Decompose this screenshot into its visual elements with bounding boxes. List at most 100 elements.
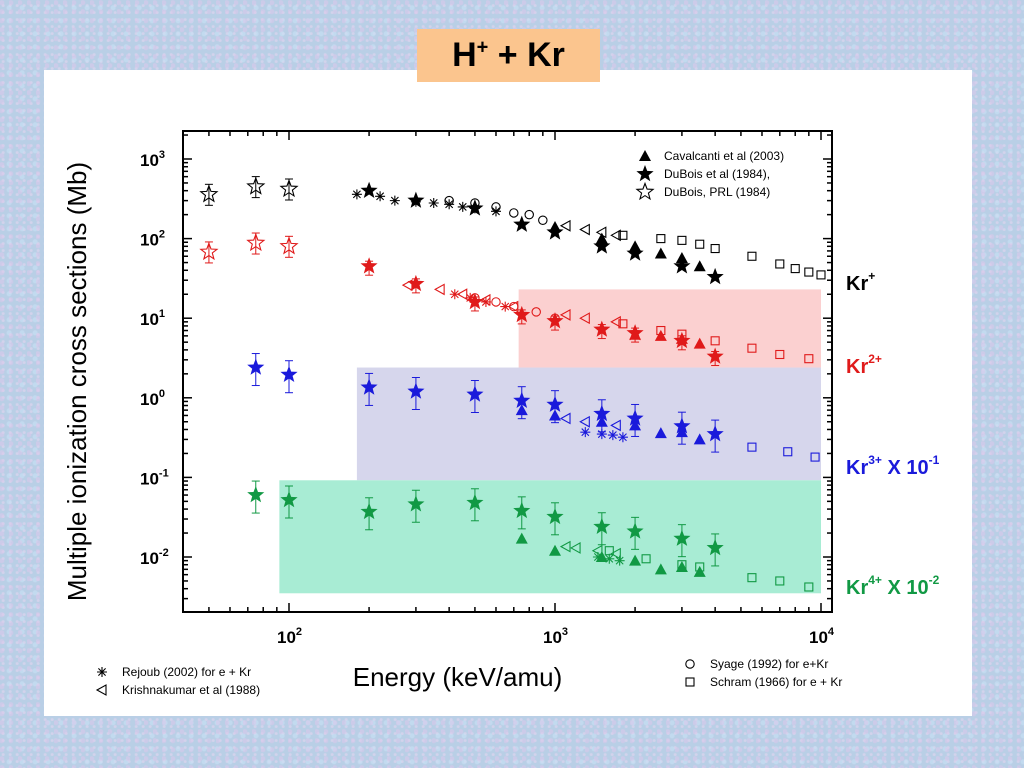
data-point <box>466 493 484 511</box>
data-point <box>693 260 706 272</box>
series-23-Kr4+ <box>604 546 814 592</box>
data-point <box>629 419 642 431</box>
series-6-Kr+ <box>618 230 826 280</box>
data-point <box>549 544 561 556</box>
data-point <box>677 560 687 570</box>
y-tick-label: 10-1 <box>140 467 169 488</box>
tick-base: 10 <box>140 390 159 409</box>
data-point <box>654 329 667 341</box>
data-point <box>747 343 757 353</box>
tick-exp: 2 <box>159 229 165 241</box>
data-point <box>247 486 265 503</box>
shaded-bands <box>279 289 821 594</box>
y-tick-label: 101 <box>140 308 165 329</box>
tick-base: 10 <box>277 628 296 647</box>
data-point <box>747 442 757 452</box>
legend-label-top-2: DuBois, PRL (1984) <box>664 185 770 199</box>
tick-base: 10 <box>809 628 828 647</box>
data-marks <box>199 176 826 592</box>
data-point <box>580 427 591 438</box>
series-4-Kr+ <box>444 195 548 226</box>
data-point <box>360 378 378 395</box>
data-point <box>247 358 265 375</box>
data-point <box>693 433 706 445</box>
data-point <box>593 517 611 534</box>
data-point <box>360 181 378 198</box>
data-point <box>470 293 480 303</box>
data-point <box>706 425 724 442</box>
legend-marker-br-1 <box>685 677 695 687</box>
data-point <box>569 541 581 554</box>
data-point <box>607 430 618 441</box>
shaded-region-2 <box>279 480 821 594</box>
data-point <box>629 240 642 252</box>
data-point <box>654 247 667 259</box>
data-point <box>604 546 614 556</box>
data-point <box>579 223 590 236</box>
legend-label-top-1: DuBois et al (1984), <box>664 167 770 181</box>
legend-label-br-0: Syage (1992) for e+Kr <box>710 657 828 671</box>
tick-exp: 4 <box>828 626 835 638</box>
data-point <box>775 259 785 269</box>
y-tick-label: 10-2 <box>140 547 169 568</box>
plot-frame <box>182 130 833 613</box>
series-18-Kr3+ <box>747 442 820 462</box>
data-point <box>407 495 425 512</box>
data-point <box>610 229 621 242</box>
data-point <box>550 313 560 323</box>
series-19-Kr4+ <box>247 480 724 567</box>
data-point <box>654 427 667 439</box>
data-point <box>693 337 706 349</box>
data-point <box>246 176 266 195</box>
data-point <box>509 208 519 218</box>
data-point <box>509 301 519 312</box>
data-point <box>677 235 687 245</box>
charge: 3+ <box>868 453 882 467</box>
data-point <box>593 320 611 337</box>
series-15-Kr3+ <box>515 404 706 445</box>
data-point <box>513 305 531 323</box>
data-point <box>804 267 814 277</box>
data-point <box>604 553 615 564</box>
tick-base: 10 <box>543 628 562 647</box>
y-tick-label: 102 <box>140 229 165 250</box>
series-label-+: Kr+ <box>846 269 875 295</box>
data-point <box>593 237 611 254</box>
x-axis-label: Energy (keV/amu) <box>353 662 563 692</box>
tick-base: 10 <box>140 549 159 568</box>
legend-label-top-0: Cavalcanti et al (2003) <box>664 149 784 163</box>
data-point <box>673 257 691 274</box>
series-3-Kr+ <box>351 189 501 217</box>
slide-title: H+ + Kr <box>417 29 600 82</box>
data-point <box>656 325 666 336</box>
data-point <box>466 385 484 402</box>
charge: 4+ <box>868 573 882 587</box>
data-point <box>515 532 528 544</box>
charge: 2+ <box>868 352 882 366</box>
data-point <box>375 191 386 202</box>
charge: + <box>868 269 875 283</box>
title-sup: + <box>476 36 489 59</box>
data-point <box>579 415 590 428</box>
data-point <box>280 365 298 382</box>
data-point <box>513 215 531 232</box>
data-point <box>491 202 501 212</box>
data-point <box>449 289 460 300</box>
data-point <box>546 507 564 525</box>
species: Kr <box>846 577 868 599</box>
data-point <box>401 279 413 292</box>
title-rest: + Kr <box>488 36 565 74</box>
data-point <box>360 502 378 520</box>
data-point <box>654 563 667 575</box>
scale: X 10 <box>882 577 929 599</box>
y-tick-label: 103 <box>140 149 165 170</box>
data-point <box>279 236 299 255</box>
series-16-Kr3+ <box>559 412 621 432</box>
data-point <box>706 347 724 364</box>
data-point <box>641 554 651 564</box>
data-point <box>596 429 607 440</box>
tick-base: 10 <box>140 469 159 488</box>
data-point <box>410 196 421 207</box>
data-point <box>610 547 621 560</box>
data-point <box>549 220 561 232</box>
